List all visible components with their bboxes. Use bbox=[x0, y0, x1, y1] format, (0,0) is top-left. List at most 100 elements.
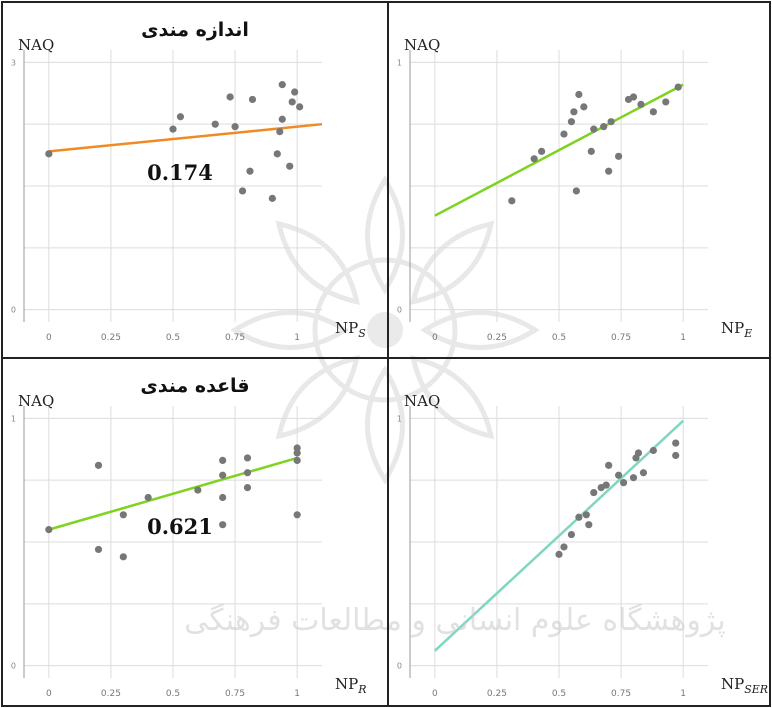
panel-1: 0 0.25 0.5 0.75 1 0 3 اندازه مندی NAQ NPS 0.174 bbox=[11, 19, 366, 343]
data-point bbox=[662, 98, 670, 106]
data-point bbox=[293, 511, 301, 519]
x-tick-label: 1 bbox=[680, 333, 686, 343]
data-point bbox=[286, 162, 294, 170]
panel-3: 0 0.25 0.5 0.75 1 0 1 قاعده مندی NAQ NPR 0.621 bbox=[11, 375, 367, 699]
x-tick-label: 0.75 bbox=[611, 689, 631, 699]
data-point bbox=[570, 108, 578, 116]
data-point bbox=[580, 103, 588, 111]
data-point bbox=[637, 100, 645, 108]
data-point bbox=[268, 194, 276, 202]
trend-line bbox=[48, 122, 323, 153]
data-point bbox=[231, 123, 239, 131]
panel-title: قاعده مندی bbox=[140, 375, 249, 397]
x-axis-title-subscript: SER bbox=[744, 683, 768, 696]
data-point bbox=[194, 486, 202, 494]
x-axis-title-subscript: R bbox=[357, 683, 366, 696]
data-point bbox=[672, 439, 680, 447]
panel-1-grid bbox=[24, 50, 322, 322]
data-point bbox=[567, 530, 576, 539]
y-tick-label: 0 bbox=[11, 662, 16, 671]
data-point bbox=[296, 103, 304, 111]
data-point bbox=[639, 469, 648, 477]
x-axis-title: NPR bbox=[335, 675, 367, 696]
trend-line bbox=[48, 456, 298, 531]
data-point bbox=[211, 120, 219, 128]
y-axis-title: NAQ bbox=[18, 392, 54, 410]
y-tick-label: 1 bbox=[397, 414, 402, 423]
data-point bbox=[45, 526, 53, 534]
x-tick-label: 0.5 bbox=[552, 689, 566, 699]
x-tick-label: 0 bbox=[46, 333, 52, 343]
data-point bbox=[538, 147, 546, 155]
data-point bbox=[219, 521, 227, 529]
x-tick-label: 0.75 bbox=[225, 333, 245, 343]
panel-2-grid bbox=[410, 50, 708, 322]
data-point bbox=[248, 95, 257, 104]
data-point bbox=[288, 98, 296, 106]
data-point bbox=[238, 187, 247, 195]
data-point bbox=[672, 451, 680, 460]
x-axis-title: NPSER bbox=[721, 675, 768, 696]
x-tick-label: 0 bbox=[432, 333, 438, 343]
x-tick-label: 0.5 bbox=[166, 333, 180, 343]
data-point bbox=[246, 167, 254, 175]
x-tick-label: 0.5 bbox=[552, 333, 566, 343]
y-tick-label: 1 bbox=[397, 58, 402, 67]
data-point bbox=[226, 93, 234, 101]
data-point bbox=[602, 481, 610, 489]
data-point bbox=[629, 93, 638, 101]
y-axis-title: NAQ bbox=[18, 36, 54, 54]
trend-line bbox=[433, 419, 685, 652]
y-axis-title: NAQ bbox=[404, 36, 440, 54]
data-point bbox=[629, 474, 638, 482]
y-tick-label: 1 bbox=[11, 414, 16, 423]
panel-title: اندازه مندی bbox=[141, 19, 249, 41]
x-tick-label: 0 bbox=[432, 689, 438, 699]
data-point bbox=[674, 83, 682, 91]
panel-4-grid bbox=[410, 406, 708, 678]
watermark-rosette bbox=[230, 175, 540, 485]
data-point bbox=[649, 108, 657, 116]
x-tick-label: 0 bbox=[46, 689, 52, 699]
x-tick-label: 0.25 bbox=[487, 689, 507, 699]
data-point bbox=[169, 125, 177, 133]
data-point bbox=[634, 449, 643, 457]
data-point bbox=[273, 150, 281, 158]
data-point bbox=[278, 81, 286, 89]
data-point bbox=[607, 118, 615, 126]
y-axis-title: NAQ bbox=[404, 392, 440, 410]
data-point bbox=[293, 444, 301, 452]
data-point bbox=[278, 115, 286, 123]
data-point bbox=[530, 155, 538, 163]
x-axis-title: NPE bbox=[721, 319, 752, 340]
data-point bbox=[649, 446, 657, 455]
data-point bbox=[572, 187, 580, 195]
x-tick-label: 1 bbox=[680, 689, 686, 699]
data-point bbox=[575, 513, 583, 521]
y-tick-label: 0 bbox=[397, 662, 402, 671]
data-point bbox=[600, 123, 608, 131]
panels: 0 0.25 0.5 0.75 1 0 3 اندازه مندی NAQ NPS 0.174 0 0.… bbox=[11, 19, 768, 699]
panel-3-grid bbox=[24, 406, 322, 678]
x-tick-label: 0.75 bbox=[225, 689, 245, 699]
correlation-label: 0.174 bbox=[147, 160, 213, 185]
data-point bbox=[560, 130, 568, 138]
data-point bbox=[219, 471, 227, 479]
data-point bbox=[176, 113, 185, 121]
x-tick-label: 0.25 bbox=[101, 333, 121, 343]
x-axis-title-subscript: S bbox=[358, 327, 366, 340]
data-point bbox=[605, 461, 613, 469]
data-point bbox=[567, 118, 576, 126]
data-point bbox=[119, 511, 127, 519]
watermark-text: پژوهشگاه علوم انسانی و مطالعات فرهنگی bbox=[184, 603, 726, 638]
x-tick-label: 0.5 bbox=[166, 689, 180, 699]
data-point bbox=[508, 197, 516, 205]
correlation-label: 0.621 bbox=[147, 514, 213, 539]
data-point bbox=[219, 456, 227, 464]
data-point bbox=[293, 449, 301, 457]
x-axis-title: NPS bbox=[335, 319, 366, 340]
data-point bbox=[219, 493, 227, 502]
